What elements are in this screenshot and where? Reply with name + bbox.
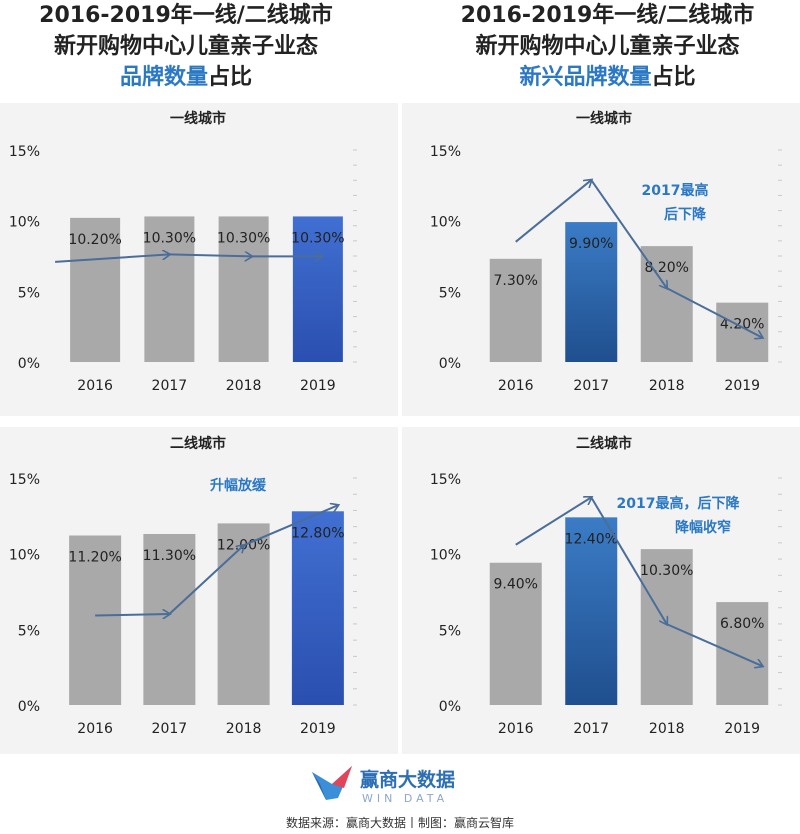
bar-2016	[69, 535, 122, 705]
data-label: 7.30%	[494, 273, 538, 289]
bar-2017	[144, 216, 195, 362]
x-tick-label: 2017	[152, 721, 188, 737]
y-tick-label: 0%	[439, 356, 461, 372]
bar-2018	[640, 246, 693, 362]
right-title-line3: 新兴品牌数量占比	[415, 62, 800, 93]
y-tick-label: 5%	[439, 285, 461, 301]
x-tick-label: 2018	[226, 721, 262, 737]
y-tick-label: 0%	[18, 356, 40, 372]
x-tick-label: 2018	[649, 721, 685, 737]
y-tick-label: 10%	[430, 548, 461, 564]
data-label: 9.90%	[569, 236, 613, 252]
chart-annotation: 升幅放缓	[210, 477, 267, 494]
y-tick-label: 5%	[18, 623, 40, 639]
bar-2018	[640, 549, 693, 705]
x-tick-label: 2019	[300, 378, 336, 394]
bar-2016	[489, 562, 542, 705]
data-source-note: 数据来源：赢商大数据丨制图：赢商云智库	[285, 816, 514, 830]
left-title-line2: 新开购物中心儿童亲子业态	[53, 34, 318, 59]
x-tick-label: 2017	[573, 378, 609, 394]
y-tick-label: 0%	[18, 699, 40, 715]
x-tick-label: 2016	[77, 378, 113, 394]
x-tick-label: 2016	[77, 721, 113, 737]
trend-arrow	[666, 287, 763, 338]
y-tick-label: 10%	[9, 215, 40, 231]
trend-arrow	[515, 180, 592, 243]
data-label: 6.80%	[720, 616, 764, 632]
bar-2019	[292, 216, 343, 362]
y-tick-label: 15%	[430, 472, 461, 488]
y-tick-label: 0%	[439, 699, 461, 715]
bar-2018	[218, 216, 269, 362]
left-title-line1: 2016-2019年一线/二线城市	[39, 3, 333, 28]
y-tick-label: 15%	[9, 472, 40, 488]
trend-arrow	[168, 545, 243, 615]
chart-annotation: 2017最高	[642, 182, 709, 199]
bar-2017	[143, 533, 196, 705]
x-tick-label: 2017	[152, 378, 188, 394]
data-label: 10.30%	[217, 230, 270, 246]
left-title-line3: 品牌数量占比	[0, 62, 372, 93]
right-title-line1: 2016-2019年一线/二线城市	[460, 3, 755, 28]
y-tick-label: 10%	[9, 548, 40, 564]
x-tick-label: 2018	[649, 378, 685, 394]
data-label: 11.30%	[143, 548, 196, 564]
x-tick-label: 2019	[724, 721, 760, 737]
bar-2019	[291, 511, 344, 705]
trend-arrow	[590, 496, 667, 624]
chart-title: 一线城市	[170, 110, 226, 127]
bar-2016	[489, 258, 542, 362]
data-label: 9.40%	[494, 577, 538, 593]
x-tick-label: 2019	[300, 721, 336, 737]
bar-2016	[70, 217, 121, 362]
data-label: 10.30%	[640, 563, 693, 579]
brand-sub: WIN DATA	[362, 792, 449, 805]
y-tick-label: 5%	[439, 623, 461, 639]
left-title-highlight: 品牌数量	[119, 65, 208, 90]
trend-arrow	[55, 254, 169, 263]
right-column-title: 2016-2019年一线/二线城市 新开购物中心儿童亲子业态 新兴品牌数量占比	[415, 0, 800, 93]
left-column-title: 2016-2019年一线/二线城市 新开购物中心儿童亲子业态 品牌数量占比	[0, 0, 372, 93]
chart-title: 二线城市	[576, 435, 632, 452]
data-label: 8.20%	[645, 260, 689, 276]
trend-arrow	[590, 179, 667, 288]
chart-title: 一线城市	[576, 110, 632, 127]
trend-arrow	[666, 623, 763, 666]
data-label: 12.40%	[565, 531, 618, 547]
bar-2017	[565, 222, 618, 362]
right-title-line2: 新开购物中心儿童亲子业态	[475, 34, 740, 59]
bar-2019	[716, 602, 769, 705]
x-tick-label: 2016	[498, 378, 534, 394]
trend-arrow	[515, 497, 592, 546]
right-title-highlight: 新兴品牌数量	[519, 65, 652, 90]
left-title-rest: 占比	[208, 65, 253, 90]
trend-arrow	[243, 505, 338, 547]
y-tick-label: 10%	[430, 215, 461, 231]
trend-arrow	[95, 614, 169, 616]
chart-annotation: 后下降	[664, 206, 707, 223]
trend-arrow	[169, 254, 251, 256]
data-label: 10.20%	[68, 232, 121, 248]
y-tick-label: 15%	[430, 144, 461, 160]
data-label: 10.30%	[291, 230, 344, 246]
x-tick-label: 2016	[498, 721, 534, 737]
chart-title: 二线城市	[170, 435, 226, 452]
brand-name: 赢商大数据	[360, 769, 456, 791]
bar-2017	[565, 517, 618, 705]
data-label: 11.20%	[68, 550, 121, 566]
windata-logo-icon	[312, 766, 352, 800]
x-tick-label: 2019	[724, 378, 760, 394]
x-tick-label: 2017	[573, 721, 609, 737]
y-tick-label: 5%	[18, 285, 40, 301]
chart-annotation: 2017最高，后下降	[617, 495, 741, 512]
chart-annotation: 降幅收窄	[675, 519, 731, 536]
y-tick-label: 15%	[9, 144, 40, 160]
data-label: 10.30%	[143, 230, 196, 246]
right-title-rest: 占比	[651, 65, 696, 90]
data-label: 12.80%	[291, 525, 344, 541]
x-tick-label: 2018	[226, 378, 262, 394]
